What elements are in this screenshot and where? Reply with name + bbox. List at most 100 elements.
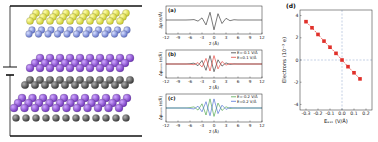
x-tick-label: -9 [176,123,181,128]
atom-s [26,17,33,24]
legend-label: E=0.2 V/Å [237,99,257,104]
atom-mid [71,81,79,89]
atom-base [82,114,89,121]
atom-base [62,114,69,121]
frame [166,6,262,34]
x-tick-label: 6 [237,123,240,128]
atom-s [56,17,63,24]
atom-base [52,114,59,121]
panel: -12-9-6-3036912(b)z (Å)Δρₙₒᵣₘ (e/Å)E=-0.… [158,50,265,90]
panel-title: (a) [168,7,176,13]
point [334,52,338,56]
atom-mid [41,81,49,89]
atom-top [66,64,74,72]
x-axis-label: z (Å) [209,128,219,134]
atom-top [96,64,104,72]
point [328,45,332,49]
point [358,77,362,81]
electrode-bottom [10,135,142,137]
x-axis-label: z (Å) [209,40,219,46]
point [352,71,356,75]
atom-metal [26,31,33,38]
x-tick-label: -6 [188,79,193,84]
atom-top [36,64,44,72]
point [340,58,344,62]
atom-bottom [63,104,71,112]
y-axis-label: Δρ (e/Å) [158,11,163,28]
series-line [166,12,262,30]
atom-base [102,114,109,121]
panel-title: (c) [168,95,176,101]
point [310,26,314,30]
x-tick-label: -9 [176,35,181,40]
x-tick-label: 0.1 [350,111,357,116]
panel: -12-9-6-3036912(a)z (Å)Δρ (e/Å) [158,6,265,46]
y-tick-label: 0 [296,58,299,63]
x-tick-label: 0.2 [362,111,369,116]
frame [166,50,262,78]
x-tick-label: -3 [200,123,205,128]
x-tick-label: -12 [163,79,170,84]
series-line [306,22,360,79]
x-tick-label: -12 [163,123,170,128]
atom-metal [35,31,42,38]
atom-s [116,17,123,24]
atom-top [86,64,94,72]
x-tick-label: 12 [259,79,265,84]
legend-swatch [231,52,236,53]
atom-metal [111,31,118,38]
point [316,33,320,37]
x-tick-label: -0.2 [314,111,323,116]
legend-swatch [231,96,236,97]
x-tick-label: 6 [237,35,240,40]
x-tick-label: -6 [188,123,193,128]
figure: -12 -9 -6 -3 0 3 6 9 12 (a) z (Å) Δρ (e/Å) -12 -9 -6 -3… [0,0,378,142]
atom-s [96,17,103,24]
x-tick-label: 6 [237,79,240,84]
wire [10,75,11,136]
atom-metal [45,31,52,38]
atom-mid [121,81,129,89]
x-tick-label: 3 [225,35,228,40]
x-tick-label: 9 [249,123,252,128]
atom-metal [102,31,109,38]
panel: -12-9-6-3036912(c)z (Å)Δρₙₒᵣₘ (e/Å)E=-0.… [158,94,265,134]
atom-top [106,64,114,72]
atom-mid [21,81,29,89]
atom-base [112,114,119,121]
atom-s [76,17,83,24]
panel-title: (b) [168,51,176,57]
atom-bottom [115,104,123,112]
atom-base [12,114,19,121]
x-tick-label: -3 [200,79,205,84]
plot-data [304,20,362,81]
zero-line [300,60,372,61]
atom-mid [111,81,119,89]
atom-metal [73,31,80,38]
point [322,39,326,43]
atom-bottom [52,104,60,112]
atom-base [122,114,129,121]
atom-metal [83,31,90,38]
atom-base [92,114,99,121]
y-axis-label: Δρₙₒᵣₘ (e/Å) [158,52,163,76]
atom-s [106,17,113,24]
x-tick-label: -0.3 [302,111,311,116]
atom-s [36,17,43,24]
panel-title: (d) [286,2,296,9]
x-tick-label: 9 [249,79,252,84]
x-tick-label: 0.0 [338,111,345,116]
atom-bottom [94,104,102,112]
x-tick-label: 0 [213,35,216,40]
plot-data [166,12,262,30]
series-line [166,99,262,117]
frame [300,10,372,110]
atom-metal [121,31,128,38]
x-tick-label: 3 [225,123,228,128]
legend-swatch [231,101,236,102]
atom-bottom [105,104,113,112]
y-tick-label: 2 [296,35,299,40]
atom-mid [61,81,69,89]
legend-swatch [231,57,236,58]
atom-bottom [84,104,92,112]
